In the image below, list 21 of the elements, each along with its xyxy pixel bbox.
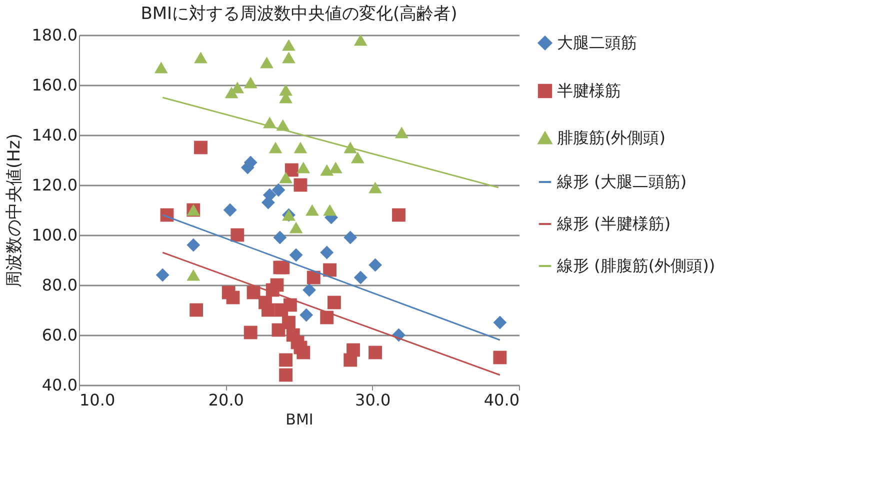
legend-label: 線形 (大腿二頭筋) [556,172,687,191]
y-tick-label: 100.0 [32,226,78,244]
y-tick-label: 40.0 [42,376,78,394]
y-tick-label: 180.0 [32,26,78,44]
y-tick-label: 80.0 [42,276,78,294]
y-tick-label: 160.0 [32,76,78,94]
y-tick-label: 120.0 [32,176,78,194]
chart-title: BMIに対する周波数中央値の変化(高齢者) [140,4,458,24]
legend-label: 線形 (腓腹筋(外側頭)) [556,256,716,275]
legend-label: 腓腹筋(外側頭) [557,128,666,147]
x-tick-label: 10.0 [80,390,116,410]
y-tick-label: 60.0 [42,326,78,344]
legend-label: 半腱様筋 [557,81,621,100]
x-axis-title: BMI [286,410,314,428]
legend-label: 線形 (半腱様筋) [556,214,671,233]
x-tick-label: 30.0 [355,390,391,410]
x-tick-label: 20.0 [208,390,244,410]
y-tick-label: 140.0 [32,126,78,144]
x-tick-label: 40.0 [484,390,520,410]
legend-label: 大腿二頭筋 [557,33,637,52]
y-axis-title: 周波数の中央値(Hz) [4,134,25,288]
